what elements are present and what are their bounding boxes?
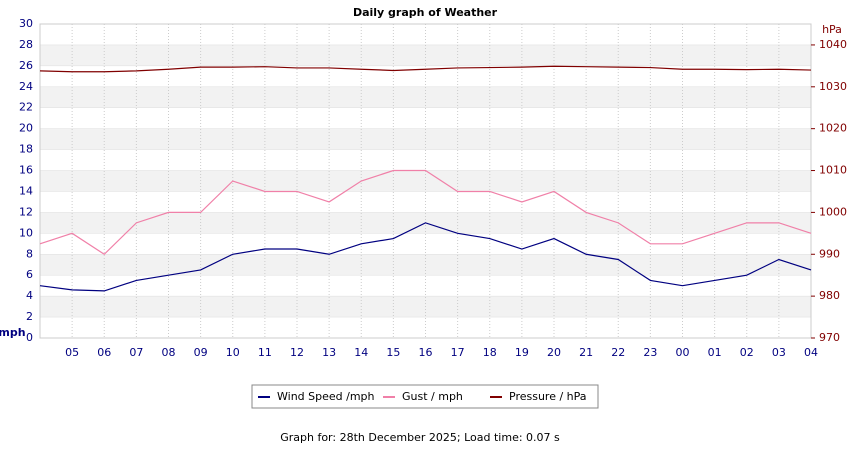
y-tick-label: 4 <box>26 289 33 302</box>
y-tick-label: 2 <box>26 310 33 323</box>
legend-label: Wind Speed /mph <box>277 390 375 403</box>
x-tick-label: 21 <box>579 346 593 359</box>
y-tick-label: 14 <box>19 184 33 197</box>
x-tick-label: 20 <box>547 346 561 359</box>
y2-tick-label: 1040 <box>819 38 847 51</box>
x-tick-label: 12 <box>290 346 304 359</box>
legend-label: Gust / mph <box>402 390 463 403</box>
series-line <box>39 169 812 256</box>
band <box>40 86 811 108</box>
chart-title: Daily graph of Weather <box>353 6 498 19</box>
legend-label: Pressure / hPa <box>509 390 587 403</box>
x-tick-label: 11 <box>258 346 272 359</box>
y2-tick-label: 1030 <box>819 80 847 93</box>
x-tick-label: 03 <box>772 346 786 359</box>
x-tick-label: 02 <box>740 346 754 359</box>
y-tick-label: 24 <box>19 80 33 93</box>
x-tick-label: 04 <box>804 346 818 359</box>
x-tick-label: 13 <box>322 346 336 359</box>
x-tick-label: 09 <box>194 346 208 359</box>
x-tick-label: 18 <box>483 346 497 359</box>
x-tick-label: 06 <box>97 346 111 359</box>
y-tick-label: 20 <box>19 122 33 135</box>
y-tick-label: 0 <box>26 331 33 344</box>
footer: Graph for: 28th December 2025; Load time… <box>280 431 560 444</box>
y2-tick-label: 1000 <box>819 205 847 218</box>
band <box>40 128 811 150</box>
series-line <box>39 65 812 73</box>
x-tick-label: 15 <box>386 346 400 359</box>
y2-tick-label: 980 <box>819 289 840 302</box>
x-tick-label: 22 <box>611 346 625 359</box>
x-tick-label: 00 <box>676 346 690 359</box>
x-tick-label: 23 <box>643 346 657 359</box>
y-tick-label: 26 <box>19 59 33 72</box>
plot-area <box>39 23 812 339</box>
y2-tick-label: 970 <box>819 331 840 344</box>
y-tick-label: 22 <box>19 101 33 114</box>
y2-tick-label: 1020 <box>819 122 847 135</box>
y-tick-label: 12 <box>19 205 33 218</box>
x-tick-label: 16 <box>419 346 433 359</box>
x-tick-label: 05 <box>65 346 79 359</box>
y-tick-label: 10 <box>19 226 33 239</box>
y-tick-label: 18 <box>19 143 33 156</box>
x-tick-label: 19 <box>515 346 529 359</box>
y-tick-label: 16 <box>19 164 33 177</box>
x-tick-label: 17 <box>451 346 465 359</box>
plot-frame <box>39 23 812 339</box>
x-tick-label: 14 <box>354 346 368 359</box>
legend-box <box>251 384 599 409</box>
y2-tick-label: 1010 <box>819 164 847 177</box>
y-axis-label: mph <box>0 326 26 339</box>
y-tick-label: 8 <box>26 247 33 260</box>
y2-axis-label: hPa <box>822 23 842 36</box>
y2-tick-label: 990 <box>819 247 840 260</box>
x-tick-label: 01 <box>708 346 722 359</box>
y-tick-label: 28 <box>19 38 33 51</box>
x-tick-label: 08 <box>162 346 176 359</box>
x-tick-label: 10 <box>226 346 240 359</box>
y-tick-label: 6 <box>26 268 33 281</box>
x-tick-label: 07 <box>129 346 143 359</box>
y-tick-label: 30 <box>19 17 33 30</box>
series-line <box>39 222 812 292</box>
